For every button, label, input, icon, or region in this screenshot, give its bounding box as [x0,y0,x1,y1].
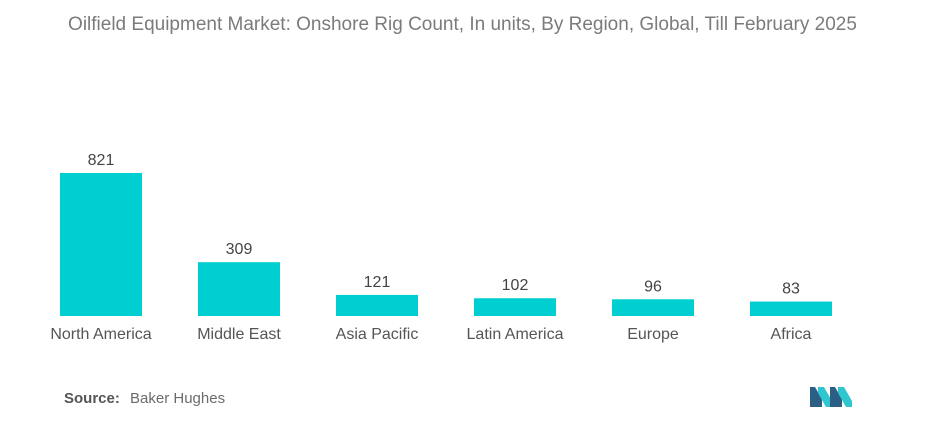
category-label: Asia Pacific [336,326,419,343]
category-label: Latin America [467,326,564,343]
source-text: Baker Hughes [130,390,226,407]
category-label: Europe [627,326,679,343]
bar-asia-pacific [336,294,418,316]
bar-middle-east [198,262,280,316]
category-label: Middle East [197,326,281,343]
source-note: Source: Baker Hughes [64,390,225,407]
bar-europe [612,299,694,316]
value-label: 309 [226,241,253,258]
value-label: 83 [782,281,800,298]
category-label: North America [50,326,151,343]
value-label: 102 [502,277,529,294]
value-label: 821 [88,152,115,169]
value-label: 96 [644,278,662,295]
chart-title: Oilfield Equipment Market: Onshore Rig C… [68,14,857,35]
bar-latin-america [474,298,556,316]
brand-logo-icon [810,387,852,407]
bar-africa [750,301,832,316]
value-label: 121 [364,274,391,291]
category-label: Africa [771,326,812,343]
source-label: Source: [64,390,120,407]
bar-north-america [60,173,142,316]
